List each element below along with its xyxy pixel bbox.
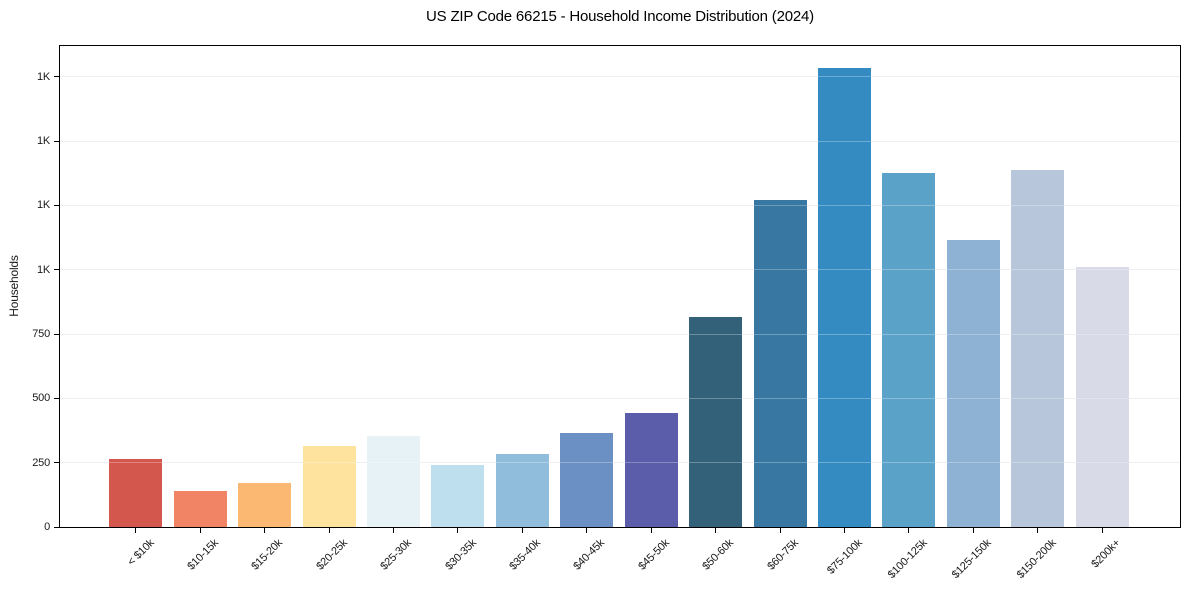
gridline-overlay: [60, 76, 1180, 78]
gridline-overlay: [60, 140, 1180, 142]
x-tick-mark: [779, 528, 781, 533]
gridline-overlay: [60, 397, 1180, 399]
y-tick-label: 1K: [36, 135, 50, 148]
y-tick-label: 0: [44, 521, 50, 533]
bar: [882, 173, 936, 527]
bar: [109, 458, 163, 527]
gridline: [60, 204, 1180, 206]
plot-inner: [60, 46, 1180, 527]
x-tick-label: $75-100k: [825, 537, 866, 577]
x-tick-mark: [1037, 528, 1039, 533]
bar: [1075, 267, 1129, 527]
y-tick-label: 1K: [36, 263, 50, 276]
gridline-overlay: [60, 204, 1180, 206]
bar: [818, 67, 872, 527]
x-tick-mark: [972, 528, 974, 533]
x-tick-mark: [650, 528, 652, 533]
x-tick-mark: [1101, 528, 1103, 533]
bar: [753, 200, 807, 527]
x-tick-label: $40-45k: [571, 537, 608, 573]
x-tick-label: $100-125k: [885, 537, 930, 581]
y-tick-label: 750: [32, 328, 50, 341]
gridline-overlay: [60, 269, 1180, 271]
y-tick-label: 1K: [36, 70, 50, 83]
x-tick-label: $50-60k: [700, 537, 737, 573]
x-tick-mark: [264, 528, 266, 533]
x-tick-mark: [135, 528, 137, 533]
y-tick-mark: [54, 397, 59, 399]
x-tick-label: $25-30k: [378, 537, 414, 573]
bar: [302, 446, 356, 527]
bar: [689, 317, 743, 527]
gridline: [60, 269, 1180, 271]
x-tick-label: $125-150k: [949, 537, 994, 581]
gridline-overlay: [60, 462, 1180, 464]
gridline: [60, 397, 1180, 399]
y-tick-mark: [54, 140, 59, 142]
y-tick-mark: [54, 526, 59, 528]
gridline: [60, 76, 1180, 78]
x-tick-mark: [199, 528, 201, 533]
x-tick-mark: [715, 528, 717, 533]
bar: [560, 433, 614, 527]
x-tick-label: $10-15k: [185, 537, 221, 573]
bar: [173, 491, 227, 527]
x-tick-label: $15-20k: [249, 537, 286, 573]
bar: [238, 483, 292, 527]
x-tick-label: $35-40k: [507, 537, 543, 573]
y-tick-label: 1K: [36, 199, 50, 212]
bar: [495, 453, 549, 527]
y-tick-mark: [54, 204, 59, 206]
y-tick-mark: [54, 269, 59, 271]
gridline: [60, 140, 1180, 142]
x-tick-mark: [586, 528, 588, 533]
bar: [431, 465, 485, 527]
x-tick-label: $60-75k: [764, 537, 801, 573]
x-tick-mark: [392, 528, 394, 533]
y-tick-label: 250: [32, 456, 50, 469]
chart-title: US ZIP Code 66215 - Household Income Dis…: [426, 8, 814, 25]
x-tick-mark: [521, 528, 523, 533]
gridline: [60, 333, 1180, 335]
x-tick-mark: [908, 528, 910, 533]
x-tick-mark: [328, 528, 330, 533]
x-tick-label: $20-25k: [313, 537, 350, 573]
x-tick-label: $150-200k: [1014, 537, 1059, 581]
bar: [366, 435, 420, 527]
y-tick-label: 500: [32, 392, 50, 405]
bar: [946, 240, 1000, 527]
gridline: [60, 462, 1180, 464]
bar: [624, 412, 678, 527]
y-tick-mark: [54, 333, 59, 335]
x-tick-label: $30-35k: [442, 537, 479, 573]
bar: [1011, 169, 1065, 527]
plot-area: [59, 45, 1181, 528]
x-tick-label: < $10k: [124, 537, 157, 569]
x-tick-mark: [457, 528, 459, 533]
x-tick-mark: [844, 528, 846, 533]
x-tick-label: $45-50k: [636, 537, 672, 573]
gridline-overlay: [60, 333, 1180, 335]
y-tick-mark: [54, 462, 59, 464]
x-tick-label: $200k+: [1089, 537, 1123, 571]
y-tick-mark: [54, 76, 59, 78]
